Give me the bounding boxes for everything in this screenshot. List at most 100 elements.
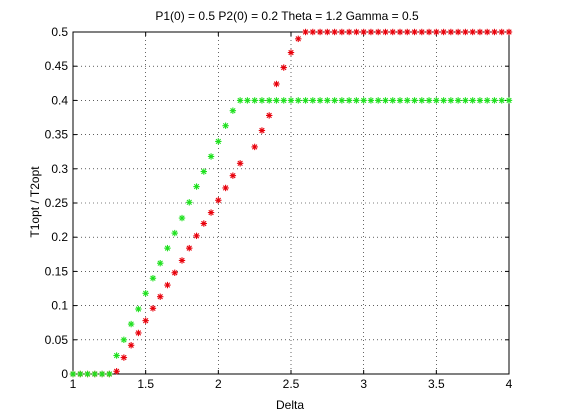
data-point xyxy=(375,28,382,36)
chart-title: P1(0) = 0.5 P2(0) = 0.2 Theta = 1.2 Gamm… xyxy=(155,9,419,23)
data-point xyxy=(113,352,120,359)
series-layer xyxy=(69,28,513,378)
y-tick-label: 0.3 xyxy=(51,162,68,176)
data-point xyxy=(287,97,295,104)
data-point xyxy=(280,97,287,104)
data-point xyxy=(91,370,98,378)
data-point xyxy=(287,49,295,56)
data-point xyxy=(476,97,484,104)
data-point xyxy=(229,172,237,179)
data-point xyxy=(433,97,440,104)
data-point xyxy=(345,97,353,104)
grid-layer xyxy=(73,32,509,374)
data-point xyxy=(215,197,222,204)
data-point xyxy=(462,28,469,36)
data-point xyxy=(215,138,222,145)
ticks-layer: 1 1.5 2 2.5 3 3.5 4 0 0.05 0.1 0.15 0.2 0.25 0.3 0.35 0… xyxy=(45,25,513,391)
data-point xyxy=(229,107,237,114)
data-point xyxy=(106,370,113,378)
data-point xyxy=(316,97,324,104)
data-point xyxy=(178,257,186,264)
data-point xyxy=(280,64,287,71)
data-point xyxy=(273,80,280,88)
data-point xyxy=(236,97,244,104)
data-point xyxy=(273,97,280,104)
data-point xyxy=(447,97,455,104)
x-axis-label: Delta xyxy=(276,398,304,412)
data-point xyxy=(186,199,193,206)
data-point xyxy=(171,269,178,276)
y-axis-label: T1opt / T2opt xyxy=(28,166,42,238)
data-point xyxy=(433,28,440,36)
data-point xyxy=(302,28,309,36)
data-point xyxy=(324,28,331,36)
data-point xyxy=(244,97,251,104)
data-point xyxy=(266,97,273,104)
data-point xyxy=(411,97,418,104)
data-point xyxy=(316,28,324,36)
data-point xyxy=(84,370,91,378)
data-point xyxy=(324,97,331,104)
data-point xyxy=(418,97,425,104)
y-tick-label: 0.45 xyxy=(45,59,69,73)
y-tick-label: 0.4 xyxy=(51,93,68,107)
data-point xyxy=(360,28,367,36)
data-point xyxy=(149,305,157,312)
data-point xyxy=(142,290,149,297)
data-point xyxy=(142,317,149,324)
y-tick-label: 0.15 xyxy=(45,264,69,278)
data-point xyxy=(120,336,128,343)
data-point xyxy=(476,28,484,36)
y-tick-label: 0 xyxy=(61,367,68,381)
data-point xyxy=(404,28,411,36)
data-point xyxy=(447,28,455,36)
data-point xyxy=(251,97,258,104)
data-point xyxy=(251,143,258,151)
data-point xyxy=(411,28,418,36)
x-tick-label: 4 xyxy=(506,377,513,391)
data-point xyxy=(222,184,229,192)
data-point xyxy=(454,97,462,104)
series-2 xyxy=(69,97,513,378)
x-tick-label: 2 xyxy=(215,377,222,391)
y-tick-label: 0.05 xyxy=(45,333,69,347)
data-point xyxy=(309,97,316,104)
data-point xyxy=(454,28,462,36)
data-point xyxy=(127,342,135,349)
data-point xyxy=(207,153,215,160)
data-point xyxy=(498,97,505,104)
data-point xyxy=(382,28,389,36)
data-point xyxy=(425,28,433,36)
data-point xyxy=(157,293,164,300)
data-point xyxy=(469,28,476,36)
data-point xyxy=(345,28,353,36)
data-point xyxy=(331,28,338,36)
y-tick-label: 0.5 xyxy=(51,25,68,39)
data-point xyxy=(149,275,157,282)
data-point xyxy=(382,97,389,104)
data-point xyxy=(469,97,476,104)
data-point xyxy=(353,97,360,104)
x-tick-label: 2.5 xyxy=(283,377,300,391)
data-point xyxy=(77,370,84,378)
data-point xyxy=(258,127,266,134)
data-point xyxy=(200,168,207,175)
data-point xyxy=(207,209,215,216)
data-point xyxy=(266,112,273,119)
data-point xyxy=(338,97,346,104)
data-point xyxy=(505,28,513,36)
data-point xyxy=(484,28,491,36)
data-point xyxy=(367,28,375,36)
data-point xyxy=(353,28,360,36)
data-point xyxy=(396,97,404,104)
data-point xyxy=(164,281,171,289)
data-point xyxy=(440,97,447,104)
data-point xyxy=(193,183,200,190)
data-point xyxy=(491,97,498,104)
x-tick-label: 1 xyxy=(70,377,77,391)
data-point xyxy=(331,97,338,104)
data-point xyxy=(367,97,375,104)
y-tick-label: 0.1 xyxy=(51,299,68,313)
data-point xyxy=(484,97,491,104)
data-point xyxy=(418,28,425,36)
